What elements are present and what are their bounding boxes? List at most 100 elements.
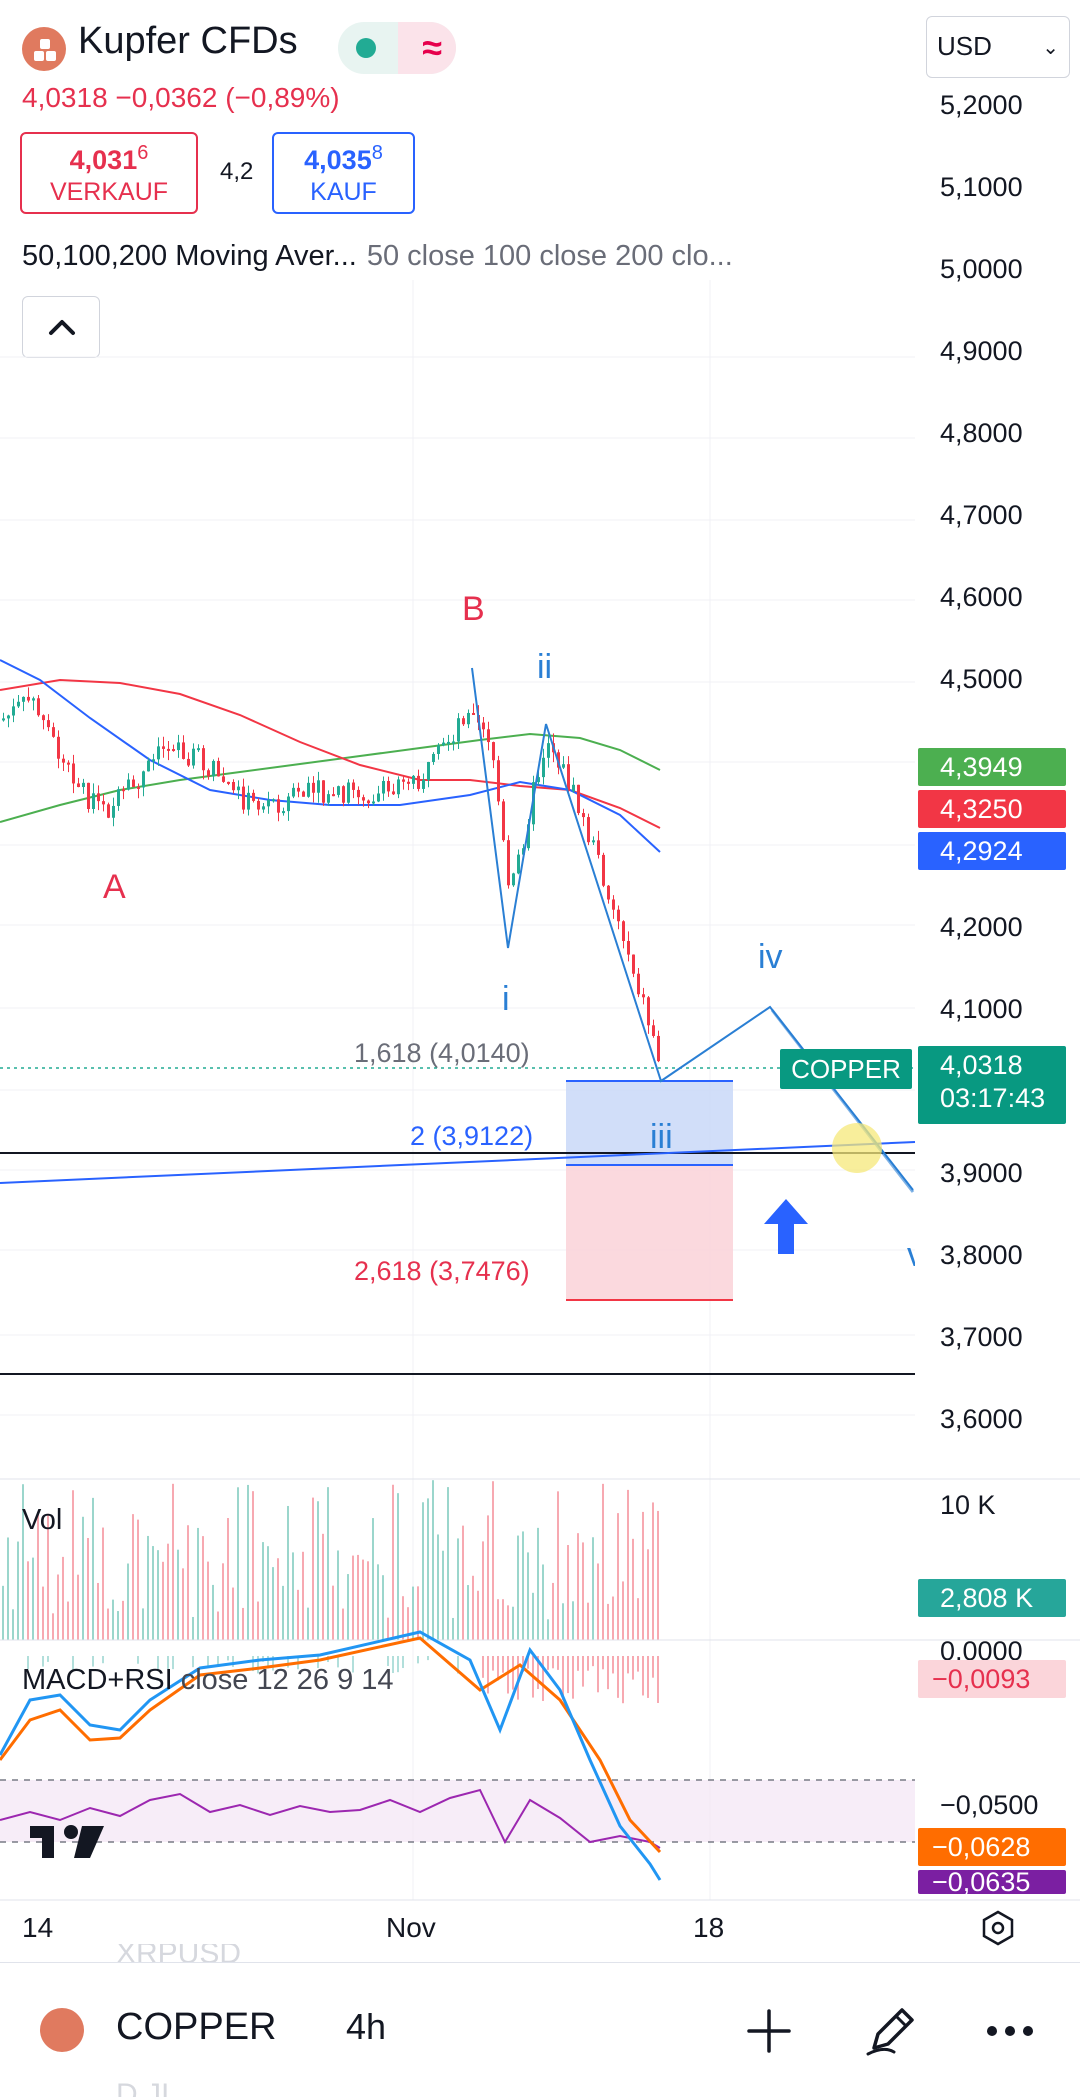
candle	[302, 791, 305, 797]
volume-bar	[572, 1601, 574, 1640]
rsi-band	[0, 1780, 915, 1842]
volume-bar	[47, 1513, 49, 1640]
macd-hist-bar	[592, 1656, 594, 1667]
macd-hist-bar	[427, 1656, 429, 1661]
sell-price-pip: 6	[137, 142, 149, 164]
volume-bar	[597, 1563, 599, 1640]
volume-bar	[52, 1613, 54, 1640]
macd-legend[interactable]: MACD+RSI close 12 26 9 14	[22, 1664, 394, 1697]
volume-bar	[312, 1497, 314, 1640]
candle	[312, 782, 315, 793]
macd-hist-bar	[457, 1656, 459, 1674]
volume-bar	[562, 1603, 564, 1640]
candle	[622, 921, 625, 942]
more-menu-icon[interactable]	[984, 2016, 1036, 2046]
candle	[467, 712, 470, 725]
volume-bar	[112, 1599, 114, 1640]
volume-bar	[467, 1585, 469, 1640]
ma100-badge: 4,3250	[918, 790, 1066, 828]
price-axis-label: 3,6000	[940, 1404, 1023, 1434]
candle	[517, 854, 520, 874]
volume-bar	[487, 1515, 489, 1640]
volume-bar	[187, 1525, 189, 1640]
candle	[472, 712, 475, 715]
wave-label-v: v	[907, 1236, 915, 1275]
volume-bar	[447, 1487, 449, 1640]
volume-bar	[262, 1542, 264, 1640]
volume-bar	[472, 1575, 474, 1640]
candle	[27, 696, 30, 701]
macd-hist-bar	[652, 1656, 654, 1678]
macd-hist-bar	[137, 1656, 139, 1664]
volume-bar	[362, 1559, 364, 1640]
volume-bar	[437, 1534, 439, 1640]
indicator-legend[interactable]: 50,100,200 Moving Aver... 50 close 100 cl…	[22, 240, 733, 273]
chart-settings-icon[interactable]	[982, 1910, 1014, 1946]
candle	[47, 720, 50, 728]
macd-hist-bar	[552, 1656, 554, 1669]
macd-hist-bar	[612, 1656, 614, 1674]
volume-bar	[192, 1616, 194, 1640]
currency-select[interactable]: USD ⌄	[926, 16, 1070, 78]
volume-bar	[327, 1487, 329, 1640]
up-arrow-icon[interactable]	[764, 1199, 808, 1254]
price-axis-label: 4,7000	[940, 500, 1023, 530]
macd-hist-bar	[72, 1656, 74, 1671]
candle	[352, 782, 355, 790]
candle	[377, 793, 380, 802]
macd-level-label: −0,0500	[940, 1790, 1039, 1820]
macd-hist-bar	[497, 1656, 499, 1681]
volume-bar	[167, 1543, 169, 1640]
volume-bar	[542, 1564, 544, 1640]
price-axis-label: 5,1000	[940, 172, 1023, 202]
candle	[637, 973, 640, 995]
macd-hist-bar	[557, 1656, 559, 1670]
buy-button[interactable]: 4,0358 KAUF	[272, 132, 415, 214]
macd-hist-bar	[567, 1656, 569, 1694]
volume-bar	[142, 1608, 144, 1640]
bottom-symbol-button[interactable]: COPPER	[116, 2006, 277, 2048]
buy-price-pip: 8	[371, 142, 383, 164]
add-plus-icon[interactable]	[744, 2006, 794, 2056]
volume-bar	[527, 1552, 529, 1640]
tradingview-logo-icon[interactable]	[30, 1825, 104, 1858]
macd-hist-bar	[632, 1656, 634, 1680]
candle	[642, 994, 645, 998]
macd-hist-bar	[542, 1656, 544, 1701]
macd-hist-bar	[272, 1656, 274, 1671]
wave-label-iv: iv	[758, 938, 783, 976]
price-chart[interactable]	[0, 0, 1080, 1962]
volume-bar	[177, 1549, 179, 1640]
volume-bar	[602, 1483, 604, 1640]
volume-bar	[117, 1611, 119, 1640]
macd-hist-bar	[92, 1656, 94, 1667]
volume-bar	[137, 1519, 139, 1640]
volume-bar	[257, 1601, 259, 1640]
market-status-pill[interactable]: ≈	[338, 22, 456, 74]
macd-hist-bar	[352, 1656, 354, 1673]
sell-button[interactable]: 4,0316 VERKAUF	[20, 132, 198, 214]
candle	[142, 771, 145, 788]
volume-bar	[582, 1542, 584, 1640]
macd-hist-badge: −0,0093	[918, 1660, 1066, 1698]
timeframe-button[interactable]: 4h	[346, 2006, 387, 2047]
trend-line[interactable]	[0, 1141, 916, 1184]
volume-bar	[652, 1502, 654, 1640]
candlestick-series	[2, 687, 660, 1063]
candle	[37, 698, 40, 716]
volume-bar	[77, 1574, 79, 1640]
macd-hist-bar	[392, 1656, 394, 1674]
macd-hist-bar	[417, 1656, 419, 1664]
candle	[607, 885, 610, 900]
candle	[57, 736, 60, 759]
candle	[222, 776, 225, 782]
draw-pen-icon[interactable]	[864, 2002, 920, 2058]
candle	[627, 941, 630, 955]
volume-bar	[567, 1545, 569, 1640]
volume-bar	[202, 1536, 204, 1640]
price-axis-label: 4,1000	[940, 994, 1023, 1024]
candle	[72, 763, 75, 784]
volume-label[interactable]: Vol	[22, 1504, 63, 1536]
volume-bar	[497, 1599, 499, 1640]
instrument-title[interactable]: Kupfer CFDs	[78, 20, 298, 62]
